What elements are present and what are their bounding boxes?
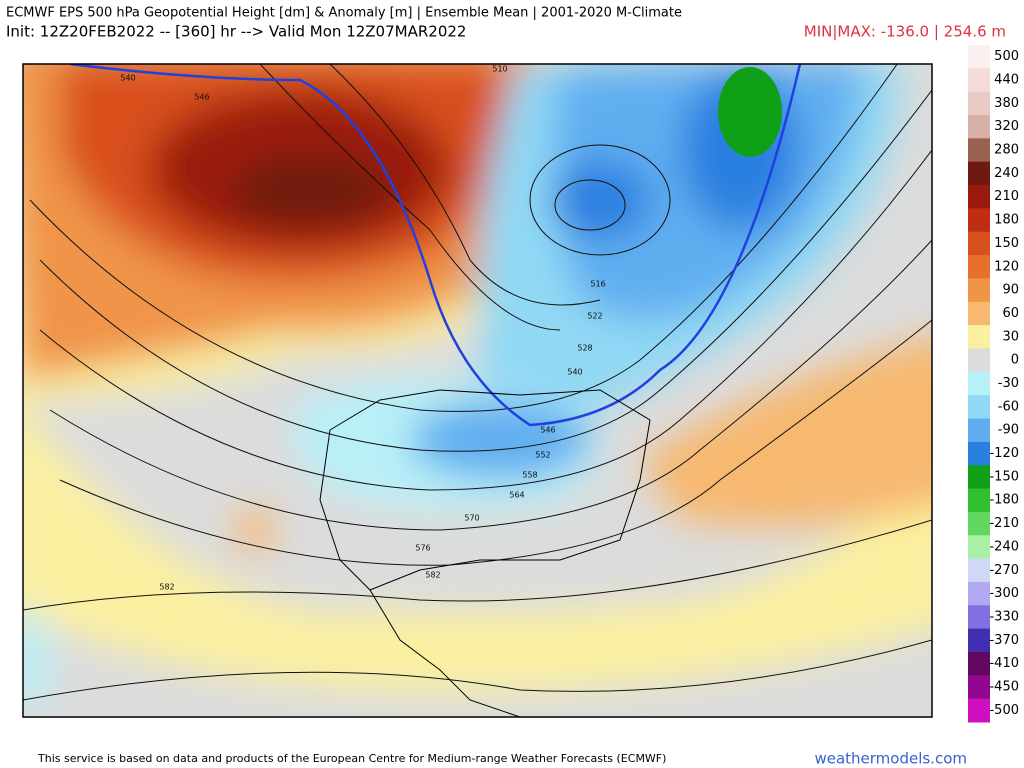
- colorbar-label: -30: [998, 376, 1019, 391]
- colorbar-swatch: [968, 231, 990, 256]
- colorbar-swatch: [968, 255, 990, 279]
- colorbar-swatch: [968, 161, 990, 186]
- colorbar-label: 440: [994, 73, 1019, 88]
- colorbar-label: 240: [994, 166, 1019, 181]
- colorbar-swatch: [968, 628, 990, 653]
- colorbar-swatch: [968, 185, 990, 209]
- colorbar-swatch: [968, 465, 990, 490]
- colorbar-label: -60: [998, 399, 1019, 414]
- contour-label: 546: [540, 426, 555, 435]
- contour-label: 540: [567, 368, 582, 377]
- colorbar-swatch: [968, 68, 990, 93]
- colorbar-swatch: [968, 651, 990, 676]
- colorbar-label: 150: [994, 236, 1019, 251]
- colorbar-swatch: [968, 581, 990, 606]
- subtitle: Init: 12Z20FEB2022 -- [360] hr --> Valid…: [6, 23, 466, 41]
- colorbar-swatch: [968, 138, 990, 163]
- title: ECMWF EPS 500 hPa Geopotential Height [d…: [6, 6, 682, 21]
- colorbar-swatch: [968, 698, 990, 723]
- colorbar-label: -450: [989, 679, 1019, 694]
- colorbar-label: -500: [989, 703, 1019, 718]
- colorbar-label: 380: [994, 96, 1019, 111]
- contour-label: 522: [587, 312, 602, 321]
- colorbar-swatch: [968, 418, 990, 443]
- colorbar-swatch: [968, 45, 990, 69]
- contour-label: 552: [535, 451, 550, 460]
- contour-label: 546: [194, 93, 209, 102]
- colorbar-swatch: [968, 348, 990, 373]
- contour-label: 570: [464, 514, 479, 523]
- colorbar-swatch: [968, 278, 990, 303]
- colorbar-label: -90: [998, 423, 1019, 438]
- contour-label: 576: [415, 544, 430, 553]
- min-max: MIN|MAX: -136.0 | 254.6 m: [804, 23, 1006, 41]
- colorbar-swatch: [968, 605, 990, 630]
- colorbar-swatch: [968, 675, 990, 700]
- colorbar-label: 210: [994, 189, 1019, 204]
- colorbar-label: -120: [989, 446, 1019, 461]
- contour-label: 582: [425, 571, 440, 580]
- colorbar-swatch: [968, 325, 990, 349]
- colorbar-label: 90: [1002, 283, 1019, 298]
- contour-label: 516: [590, 280, 605, 289]
- colorbar-label: -180: [989, 493, 1019, 508]
- contour-label: 510: [492, 65, 507, 74]
- colorbar-swatch: [968, 441, 990, 466]
- colorbar-label: -150: [989, 469, 1019, 484]
- contour-label: 558: [522, 471, 537, 480]
- colorbar-label: -370: [989, 633, 1019, 648]
- colorbar-label: -330: [989, 609, 1019, 624]
- colorbar-swatch: [968, 91, 990, 116]
- colorbar-swatch: [968, 558, 990, 583]
- colorbar-label: -410: [989, 656, 1019, 671]
- colorbar-label: 320: [994, 119, 1019, 134]
- colorbar-label: 500: [994, 49, 1019, 64]
- map-frame: [22, 63, 933, 718]
- colorbar-label: 30: [1002, 329, 1019, 344]
- colorbar-label: 280: [994, 143, 1019, 158]
- site-link[interactable]: weathermodels.com: [814, 750, 967, 768]
- colorbar-swatch: [968, 488, 990, 513]
- colorbar-label: 60: [1002, 306, 1019, 321]
- colorbar-swatch: [968, 395, 990, 420]
- contour-label: 528: [577, 344, 592, 353]
- credit: This service is based on data and produc…: [37, 752, 666, 765]
- colorbar-label: -270: [989, 563, 1019, 578]
- colorbar-label: -240: [989, 539, 1019, 554]
- colorbar-swatch: [968, 115, 990, 139]
- colorbar-swatch: [968, 535, 990, 560]
- colorbar-label: -210: [989, 516, 1019, 531]
- colorbar-swatch: [968, 301, 990, 326]
- colorbar-label: -300: [989, 586, 1019, 601]
- contour-label: 540: [120, 74, 135, 83]
- contour-label: 582: [159, 583, 174, 592]
- colorbar-label: 0: [1011, 353, 1019, 368]
- map: 540 546 510 516 522 528 540 546 552 558 564 570 576 5…: [23, 64, 932, 717]
- colorbar: 500 440 380 320 280 240 210 180 150 120 90 60 30 0 -30…: [968, 45, 1019, 723]
- colorbar-label: 120: [994, 259, 1019, 274]
- colorbar-swatch: [968, 511, 990, 536]
- colorbar-label: 180: [994, 213, 1019, 228]
- colorbar-swatch: [968, 371, 990, 396]
- contour-label: 564: [509, 491, 524, 500]
- colorbar-swatch: [968, 208, 990, 233]
